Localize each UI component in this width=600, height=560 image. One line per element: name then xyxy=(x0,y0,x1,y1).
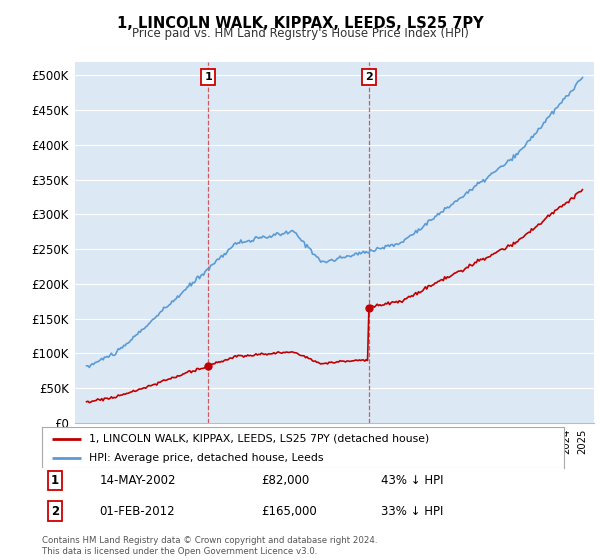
Text: 14-MAY-2002: 14-MAY-2002 xyxy=(100,474,176,487)
Text: 1, LINCOLN WALK, KIPPAX, LEEDS, LS25 7PY: 1, LINCOLN WALK, KIPPAX, LEEDS, LS25 7PY xyxy=(116,16,484,31)
Text: £82,000: £82,000 xyxy=(261,474,310,487)
Text: 1: 1 xyxy=(205,72,212,82)
Text: 2: 2 xyxy=(365,72,373,82)
Text: 2: 2 xyxy=(51,505,59,517)
Text: £165,000: £165,000 xyxy=(261,505,317,517)
Text: 43% ↓ HPI: 43% ↓ HPI xyxy=(382,474,444,487)
Text: 33% ↓ HPI: 33% ↓ HPI xyxy=(382,505,443,517)
Text: HPI: Average price, detached house, Leeds: HPI: Average price, detached house, Leed… xyxy=(89,452,323,463)
Text: Contains HM Land Registry data © Crown copyright and database right 2024.
This d: Contains HM Land Registry data © Crown c… xyxy=(42,536,377,556)
Text: 1: 1 xyxy=(51,474,59,487)
Text: Price paid vs. HM Land Registry's House Price Index (HPI): Price paid vs. HM Land Registry's House … xyxy=(131,27,469,40)
Text: 01-FEB-2012: 01-FEB-2012 xyxy=(100,505,175,517)
Text: 1, LINCOLN WALK, KIPPAX, LEEDS, LS25 7PY (detached house): 1, LINCOLN WALK, KIPPAX, LEEDS, LS25 7PY… xyxy=(89,433,429,444)
